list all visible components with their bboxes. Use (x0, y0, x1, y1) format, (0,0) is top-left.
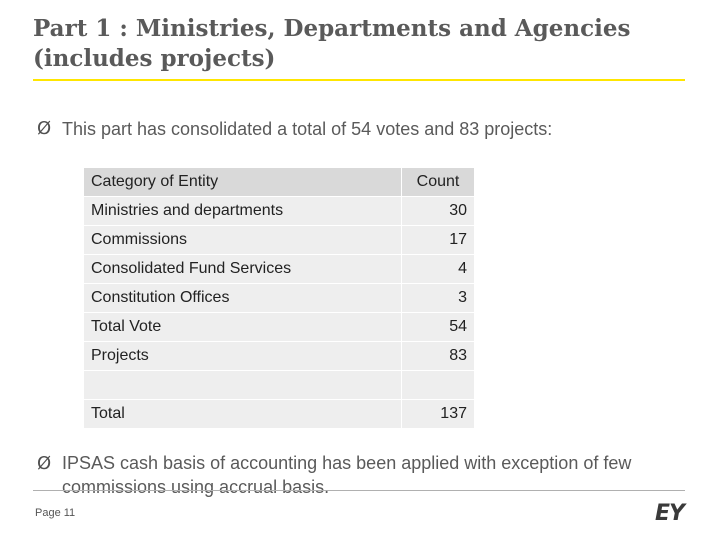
row-count: 17 (401, 225, 475, 255)
table-header-row: Category of Entity Count (83, 167, 475, 197)
table-row-empty (83, 370, 475, 400)
page-number: Page 11 (35, 507, 76, 519)
row-count: 137 (401, 399, 475, 429)
bullet-arrow-icon: Ø (37, 118, 52, 139)
row-count: 30 (401, 196, 475, 226)
slide-title-line-1: Part 1 : Ministries, Departments and Age… (33, 15, 631, 42)
footer-divider (33, 490, 685, 491)
bullet-text-2: IPSAS cash basis of accounting has been … (62, 453, 632, 497)
slide-title-line-2: (includes projects) (33, 45, 276, 72)
row-category (83, 370, 402, 400)
row-count (401, 370, 475, 400)
row-category: Commissions (83, 225, 402, 255)
row-category: Consolidated Fund Services (83, 254, 402, 284)
table-row: Commissions 17 (83, 225, 475, 255)
slide-title: Part 1 : Ministries, Departments and Age… (33, 14, 693, 74)
entity-count-table: Category of Entity Count Ministries and … (83, 167, 475, 429)
table-row: Consolidated Fund Services 4 (83, 254, 475, 284)
bullet-text-1: This part has consolidated a total of 54… (62, 119, 553, 139)
row-count: 54 (401, 312, 475, 342)
row-count: 83 (401, 341, 475, 371)
row-category: Total Vote (83, 312, 402, 342)
title-underline (33, 79, 685, 81)
table-row: Projects 83 (83, 341, 475, 371)
header-count: Count (401, 167, 475, 197)
row-category: Projects (83, 341, 402, 371)
ey-logo: EY (655, 501, 685, 526)
table-row-total: Total 137 (83, 399, 475, 429)
bullet-arrow-icon: Ø (37, 453, 52, 474)
row-category: Constitution Offices (83, 283, 402, 313)
row-count: 3 (401, 283, 475, 313)
row-category: Total (83, 399, 402, 429)
row-category: Ministries and departments (83, 196, 402, 226)
row-count: 4 (401, 254, 475, 284)
table-row: Total Vote 54 (83, 312, 475, 342)
table-row: Constitution Offices 3 (83, 283, 475, 313)
table-row: Ministries and departments 30 (83, 196, 475, 226)
header-category: Category of Entity (83, 167, 402, 197)
